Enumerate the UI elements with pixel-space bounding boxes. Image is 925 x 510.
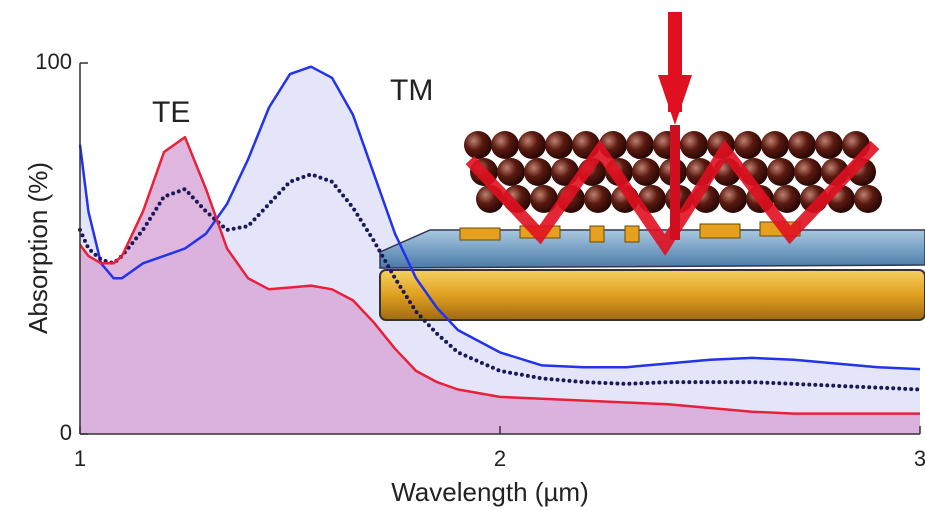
nanoparticle <box>719 185 747 213</box>
nanoparticle <box>773 185 801 213</box>
series-label: TE <box>152 96 190 129</box>
nanoparticle <box>854 185 882 213</box>
series-line <box>79 135 920 415</box>
nanoparticle <box>491 131 519 159</box>
gold-substrate <box>379 269 925 321</box>
y-axis-label: Absorption (%) <box>23 162 53 334</box>
nanoparticle <box>530 185 558 213</box>
series-line <box>78 172 922 392</box>
nanoparticle <box>632 158 660 186</box>
nanoparticle <box>767 158 795 186</box>
nanoparticle <box>545 131 573 159</box>
nanoparticle <box>584 185 612 213</box>
nanoparticle <box>464 131 492 159</box>
nanoparticle <box>794 158 822 186</box>
y-tick-label: 0 <box>60 420 72 445</box>
nanoparticle <box>497 158 525 186</box>
nanoparticle <box>518 131 546 159</box>
arrow-beam <box>670 125 680 240</box>
nanoparticle <box>680 131 708 159</box>
x-tick-label: 3 <box>914 446 925 471</box>
x-tick-label: 2 <box>494 446 506 471</box>
series-line <box>78 65 921 371</box>
plot-lines <box>78 65 922 415</box>
y-tick-label: 100 <box>35 49 72 74</box>
area-fills <box>80 66 920 434</box>
nanoparticle <box>761 131 789 159</box>
nanoparticle <box>815 131 843 159</box>
series-label: TM <box>390 74 433 107</box>
nanoparticle <box>788 131 816 159</box>
area <box>80 137 920 434</box>
arrow-head <box>658 75 692 125</box>
light-path <box>465 139 880 256</box>
x-tick-label: 1 <box>74 446 86 471</box>
nanoparticle <box>734 131 762 159</box>
nanoparticle <box>524 158 552 186</box>
nanoparticle <box>626 131 654 159</box>
gold-strips <box>459 221 801 243</box>
inset-illustration <box>379 12 925 321</box>
nanoparticle <box>551 158 579 186</box>
x-axis-label: Wavelength (µm) <box>391 477 589 507</box>
